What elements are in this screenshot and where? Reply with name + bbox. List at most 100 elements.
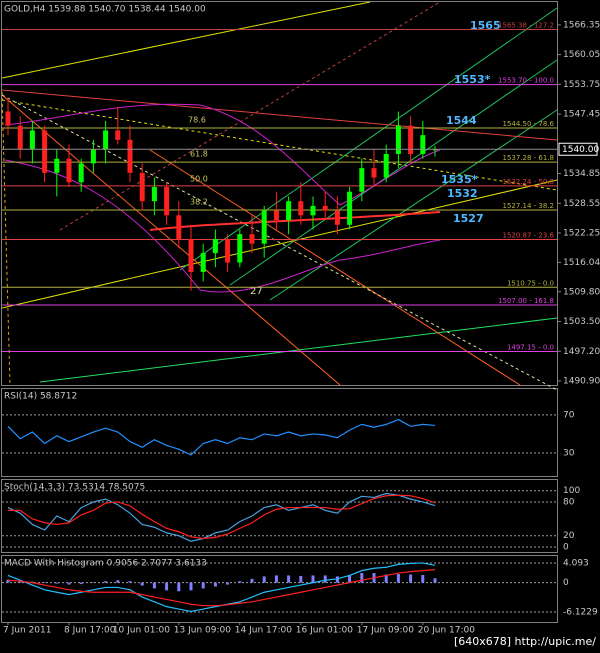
level-label: 1507.00 - 161.8 bbox=[498, 297, 554, 305]
y-tick-label: 100 bbox=[563, 486, 580, 496]
candle-body bbox=[176, 215, 182, 239]
trendline bbox=[149, 149, 521, 386]
candle-body bbox=[261, 210, 267, 244]
histogram-bar bbox=[55, 582, 59, 584]
candle-body bbox=[420, 135, 426, 154]
moving-average bbox=[149, 211, 441, 231]
level-label: 1553.70 - 100.0 bbox=[498, 77, 554, 85]
histogram-bar bbox=[396, 574, 400, 583]
candle-body bbox=[78, 163, 84, 183]
macd-frame bbox=[1, 555, 558, 623]
histogram-bar bbox=[189, 582, 193, 591]
candle-body bbox=[42, 130, 48, 173]
x-tick-label: 14 Jun 17:00 bbox=[235, 626, 292, 636]
candle-body bbox=[90, 149, 96, 164]
candle-body bbox=[103, 130, 109, 150]
fib-label: 78.6 bbox=[188, 116, 206, 125]
candle-body bbox=[164, 187, 170, 216]
y-tick-label: 80 bbox=[563, 497, 575, 507]
last-price-label: 1540.00 bbox=[562, 145, 599, 155]
chart-title: GOLD,H4 1539.88 1540.70 1538.44 1540.00 bbox=[4, 5, 206, 15]
y-tick-label: 4.093 bbox=[563, 558, 589, 568]
candle-body bbox=[237, 234, 243, 263]
histogram-bar bbox=[104, 581, 108, 583]
histogram-bar bbox=[140, 582, 144, 586]
candle-body bbox=[347, 191, 353, 225]
x-tick-label: 17 Jun 09:00 bbox=[357, 626, 414, 636]
annotation: 1544 bbox=[446, 114, 477, 127]
candle-body bbox=[310, 205, 316, 216]
trendline bbox=[1, 94, 558, 391]
panel-title: RSI(14) 58.8712 bbox=[4, 392, 77, 402]
x-tick-label: 10 Jun 01:00 bbox=[113, 626, 170, 636]
histogram-bar bbox=[433, 578, 437, 583]
candle-body bbox=[139, 172, 145, 202]
histogram-bar bbox=[116, 580, 120, 583]
last-price-box bbox=[558, 142, 598, 156]
histogram-bar bbox=[152, 582, 156, 589]
level-label: 1510.75 - 0.0 bbox=[507, 279, 554, 287]
candle-body bbox=[408, 125, 414, 154]
y-tick-label: 1553.75 bbox=[563, 80, 600, 90]
y-tick-label: 1566.35 bbox=[563, 20, 600, 30]
x-tick-label: 20 Jun 17:00 bbox=[418, 626, 475, 636]
histogram-bar bbox=[201, 582, 205, 589]
annotations: 1565 1553* 1544 1535* 1532 1527 27 78.6 … bbox=[188, 19, 501, 297]
annotation: 1532 bbox=[447, 187, 478, 200]
x-tick-label: 13 Jun 09:00 bbox=[174, 626, 231, 636]
candle-body bbox=[371, 168, 377, 178]
histogram-bar bbox=[79, 582, 83, 585]
y-tick-label: -6.1229 bbox=[563, 608, 598, 618]
candle-body bbox=[225, 238, 231, 263]
histogram-bar bbox=[287, 575, 291, 583]
annotation: 1527 bbox=[453, 212, 484, 225]
candle-body bbox=[286, 201, 292, 221]
histogram-bar bbox=[165, 582, 169, 591]
channel bbox=[229, 59, 558, 286]
footer: [640x678] http://upic.me/ bbox=[454, 635, 596, 648]
histogram-bar bbox=[67, 582, 71, 585]
candle-body bbox=[383, 153, 389, 178]
level-label: 1527.14 - 38.2 bbox=[502, 202, 554, 210]
candle-body bbox=[334, 210, 340, 225]
y-tick-label: 1516.04 bbox=[563, 258, 600, 268]
fib-label: 61.8 bbox=[190, 150, 208, 159]
x-tick-label: 16 Jun 01:00 bbox=[296, 626, 353, 636]
candle-body bbox=[115, 130, 121, 140]
y-tick-label: 1560.05 bbox=[563, 50, 600, 60]
histogram-bar bbox=[238, 581, 242, 583]
x-tick-label: 7 Jun 2011 bbox=[3, 626, 51, 636]
x-tick-label: 8 Jun 17:00 bbox=[64, 626, 116, 636]
y-tick-label: 1547.45 bbox=[563, 110, 600, 120]
y-tick-label: 70 bbox=[563, 410, 575, 420]
y-tick-label: 1503.50 bbox=[563, 317, 600, 327]
y-tick-label: 1528.55 bbox=[563, 199, 600, 209]
stoch-frame bbox=[1, 479, 558, 553]
level-label: 1565.38 - 127.2 bbox=[498, 21, 554, 29]
trendline bbox=[1, 89, 558, 141]
y-tick-label: 0 bbox=[563, 542, 569, 552]
histogram-bar bbox=[323, 575, 327, 583]
indicator-line bbox=[7, 562, 436, 613]
y-tick-label: 1497.20 bbox=[563, 347, 600, 357]
candle-body bbox=[212, 238, 218, 254]
histogram-bar bbox=[177, 582, 181, 592]
bollinger-band bbox=[4, 103, 441, 206]
y-tick-label: 1490.90 bbox=[563, 376, 600, 386]
annotation: 1535* bbox=[441, 173, 478, 186]
histogram-bar bbox=[311, 575, 315, 583]
histogram-bar bbox=[262, 576, 266, 583]
annotation: 27 bbox=[250, 286, 263, 297]
bollinger-band bbox=[4, 159, 441, 293]
indicator-line bbox=[8, 494, 436, 540]
candle-body bbox=[395, 125, 401, 154]
candle-body bbox=[29, 130, 35, 150]
annotation: 1553* bbox=[454, 73, 491, 86]
fib-label: 38.2 bbox=[190, 198, 208, 207]
histogram-bar bbox=[335, 576, 339, 583]
histogram-bar bbox=[128, 581, 132, 583]
trendline bbox=[1, 1, 371, 79]
level-label: 1537.28 - 61.8 bbox=[502, 154, 554, 162]
histogram-bar bbox=[250, 578, 254, 583]
candle-body bbox=[322, 205, 328, 211]
